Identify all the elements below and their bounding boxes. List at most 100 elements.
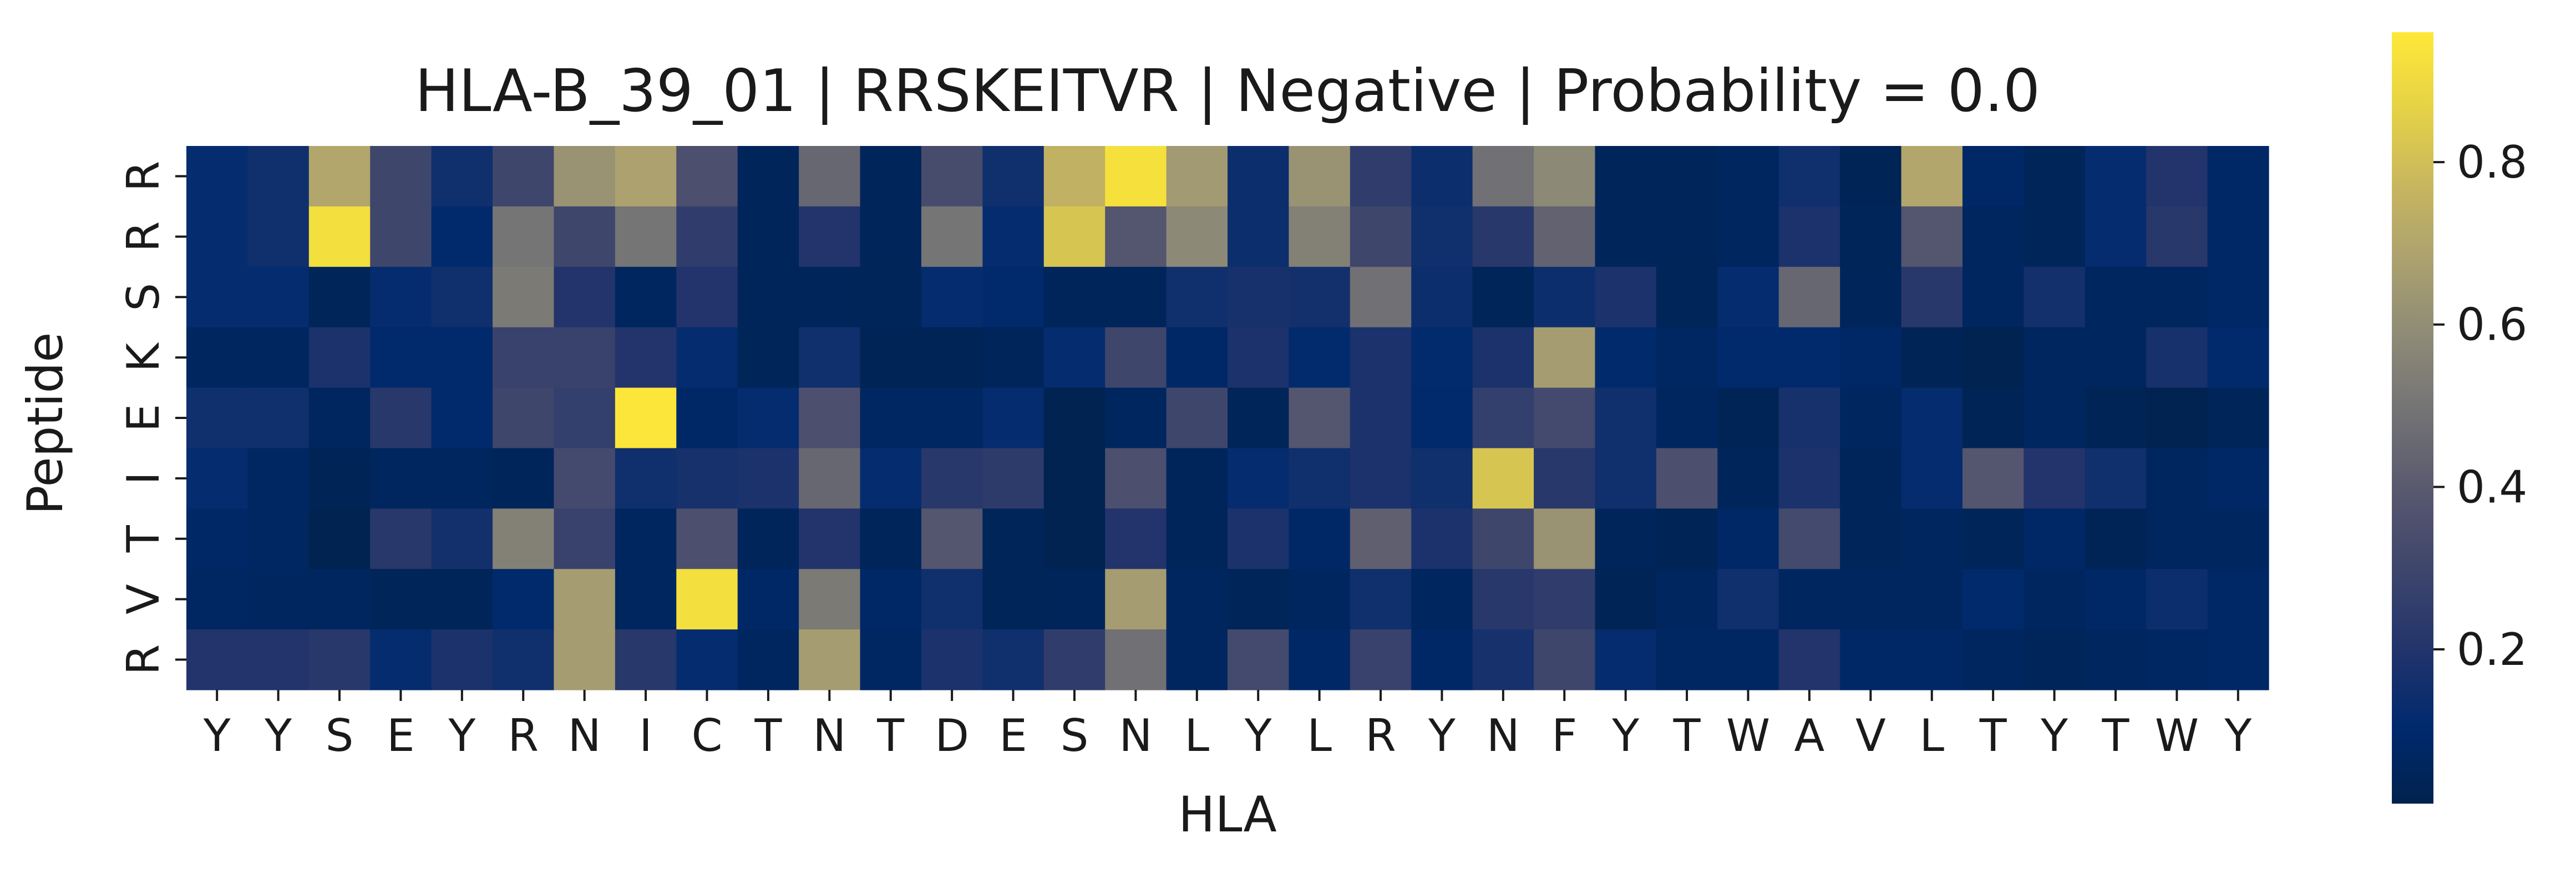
heatmap-cell <box>1656 266 1718 328</box>
heatmap-cell <box>1043 508 1106 569</box>
heatmap-cell <box>1840 629 1902 690</box>
heatmap-cell <box>2146 508 2208 569</box>
heatmap-cell <box>1962 327 2024 388</box>
x-tick-label: T <box>2102 710 2130 761</box>
heatmap-cell <box>1105 206 1167 268</box>
heatmap-cell <box>1289 569 1351 630</box>
heatmap-cell <box>982 266 1044 328</box>
heatmap-cell <box>1105 327 1167 388</box>
heatmap-cell <box>2085 266 2147 328</box>
y-tick-label: R <box>118 221 169 253</box>
heatmap-cell <box>2024 387 2086 449</box>
heatmap-cell <box>676 146 738 207</box>
heatmap-cell <box>1534 266 1596 328</box>
heatmap-cell <box>921 327 983 388</box>
heatmap-cell <box>982 629 1044 690</box>
heatmap-cell <box>1411 266 1473 328</box>
x-axis-label: HLA <box>1178 786 1276 843</box>
x-tick-label: N <box>568 710 601 761</box>
x-tick-label: L <box>1919 710 1944 761</box>
heatmap-cell <box>1105 266 1167 328</box>
x-tick-label: R <box>1365 710 1396 761</box>
heatmap-cell <box>1901 508 1963 569</box>
heatmap-cell <box>982 448 1044 509</box>
heatmap-cell <box>1717 508 1779 569</box>
heatmap-cell <box>1228 508 1290 569</box>
heatmap-cell <box>370 266 432 328</box>
heatmap-cell <box>1778 448 1840 509</box>
heatmap-cell <box>921 146 983 207</box>
heatmap-cell <box>860 146 922 207</box>
y-axis-label: Peptide <box>17 332 74 515</box>
heatmap-cell <box>1228 387 1290 449</box>
heatmap-cell <box>860 387 922 449</box>
heatmap-cell <box>1350 629 1412 690</box>
heatmap-cell <box>1472 387 1534 449</box>
heatmap-cell <box>1534 448 1596 509</box>
heatmap-cell <box>1350 146 1412 207</box>
heatmap-cell <box>615 508 677 569</box>
y-axis-ticks: RRSKEITVR <box>118 161 186 675</box>
heatmap-cell <box>370 508 432 569</box>
heatmap-cell <box>737 206 799 268</box>
heatmap-cell <box>1778 387 1840 449</box>
x-tick-label: T <box>1979 710 2007 761</box>
heatmap-cell <box>1350 448 1412 509</box>
heatmap-cell <box>2146 266 2208 328</box>
heatmap-cell <box>1595 266 1657 328</box>
heatmap-cell <box>921 266 983 328</box>
heatmap-cell <box>186 569 249 630</box>
heatmap-cell <box>676 387 738 449</box>
colorbar-tick-label: 0.4 <box>2457 461 2527 513</box>
x-tick-label: F <box>1551 710 1577 761</box>
y-tick-label: S <box>118 283 169 311</box>
heatmap-cell <box>431 629 493 690</box>
heatmap-cell <box>1105 508 1167 569</box>
heatmap-cell <box>2207 448 2269 509</box>
heatmap-cell <box>1166 448 1228 509</box>
heatmap-cell <box>1901 387 1963 449</box>
x-tick-label: S <box>1061 710 1089 761</box>
heatmap-cell <box>554 629 616 690</box>
heatmap-cell <box>2085 387 2147 449</box>
heatmap-cell <box>247 387 310 449</box>
y-tick-label: R <box>118 644 169 675</box>
heatmap-cell <box>1534 508 1596 569</box>
heatmap-cell <box>1656 629 1718 690</box>
heatmap-cell <box>2085 146 2147 207</box>
heatmap-cell <box>247 569 310 630</box>
heatmap-cell <box>1350 508 1412 569</box>
heatmap-cell <box>1228 146 1290 207</box>
heatmap-cell <box>1656 569 1718 630</box>
heatmap-cell <box>1534 327 1596 388</box>
heatmap-cell <box>554 387 616 449</box>
heatmap-cell <box>737 387 799 449</box>
heatmap-cell <box>676 569 738 630</box>
heatmap-cell <box>1289 387 1351 449</box>
x-tick-label: A <box>1794 710 1825 761</box>
heatmap-cell <box>1411 629 1473 690</box>
heatmap-cell <box>1472 629 1534 690</box>
x-tick-label: Y <box>2224 710 2252 761</box>
x-tick-label: N <box>1119 710 1152 761</box>
x-tick-label: S <box>326 710 354 761</box>
heatmap-cell <box>860 629 922 690</box>
heatmap-cell <box>370 206 432 268</box>
heatmap-cell <box>799 448 861 509</box>
heatmap-cell <box>1411 569 1473 630</box>
chart-title: HLA-B_39_01 | RRSKEITVR | Negative | Pro… <box>415 57 2040 125</box>
heatmap-cell <box>1717 206 1779 268</box>
heatmap-cell <box>1595 629 1657 690</box>
heatmap-cell <box>676 266 738 328</box>
x-tick-label: N <box>813 710 846 761</box>
x-tick-label: W <box>1726 710 1770 761</box>
heatmap-cell <box>1289 146 1351 207</box>
heatmap-cell <box>1656 508 1718 569</box>
heatmap-cell <box>1717 266 1779 328</box>
heatmap-cell <box>1166 629 1228 690</box>
heatmap-cell <box>676 206 738 268</box>
heatmap-cell <box>1472 327 1534 388</box>
heatmap-cell <box>2207 206 2269 268</box>
heatmap-cell <box>1166 327 1228 388</box>
x-tick-label: Y <box>203 710 231 761</box>
